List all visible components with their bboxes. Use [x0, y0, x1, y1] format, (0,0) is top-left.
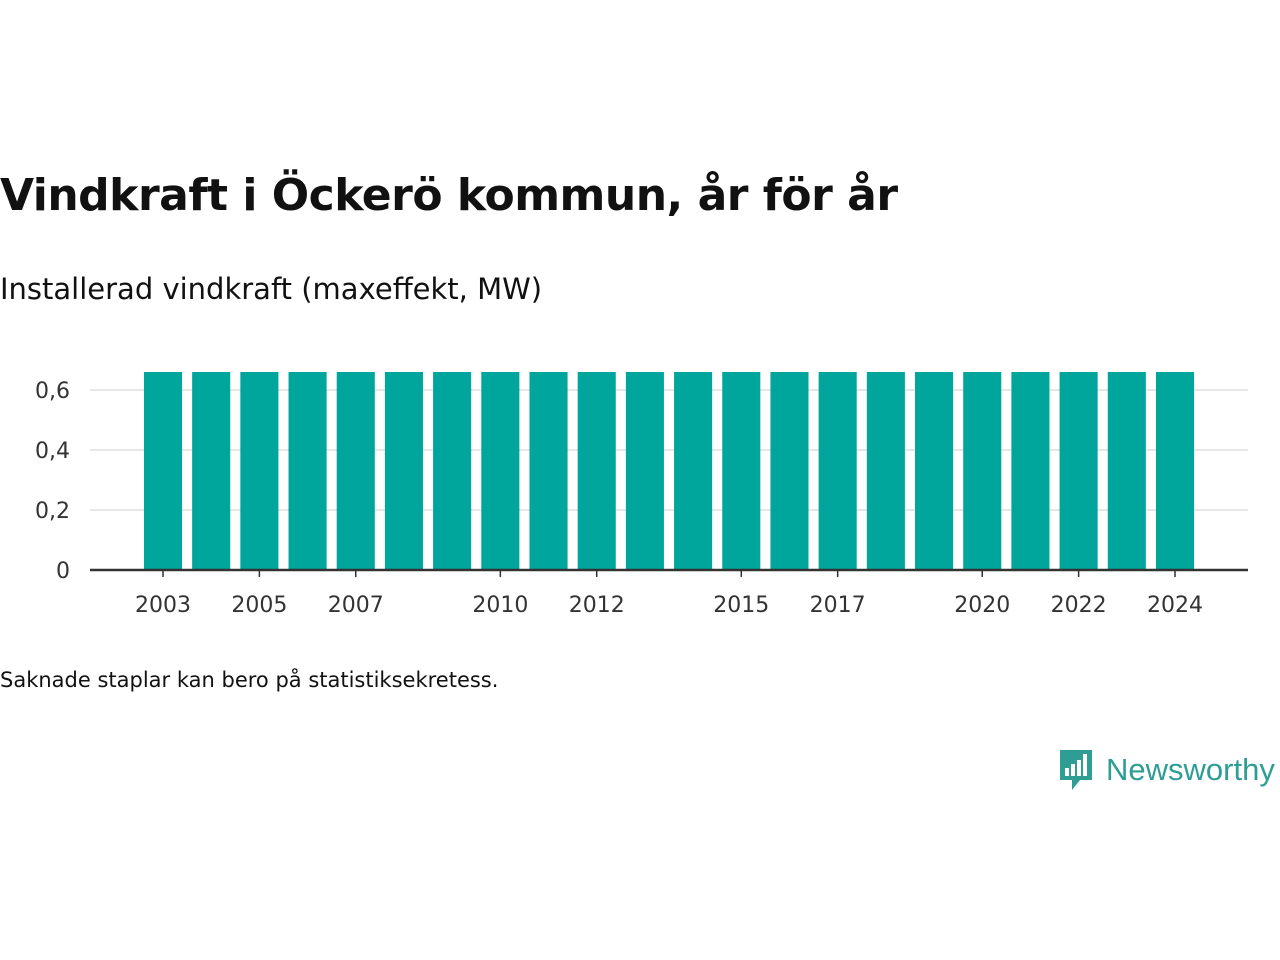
x-tick-label: 2012	[569, 593, 625, 618]
bar-2006	[288, 372, 327, 570]
bar-2017	[818, 372, 857, 570]
y-tick-label: 0,4	[35, 439, 70, 464]
x-tick-label: 2007	[328, 593, 384, 618]
bar-2016	[770, 372, 809, 570]
x-tick-label: 2003	[135, 593, 191, 618]
newsworthy-logo-icon	[1060, 750, 1092, 790]
bar-2022	[1059, 372, 1098, 570]
y-tick-label: 0,2	[35, 499, 70, 524]
bar-2011	[529, 372, 568, 570]
gridlines	[90, 389, 1248, 511]
bar-2005	[240, 372, 279, 570]
x-tick-label: 2024	[1147, 593, 1203, 618]
bar-chart: 00,20,40,6 2003 2005 2007 2010 2012 2015 2017 2…	[35, 372, 1248, 618]
bar-2010	[481, 372, 520, 570]
x-tick-label: 2020	[954, 593, 1010, 618]
bar-2004	[192, 372, 231, 570]
bars	[143, 372, 1195, 570]
bar-2020	[963, 372, 1002, 570]
x-tick-label: 2015	[713, 593, 769, 618]
chart-subtitle: Installerad vindkraft (maxeffekt, MW)	[0, 272, 543, 306]
bar-2009	[433, 372, 472, 570]
bar-2018	[866, 372, 905, 570]
bar-2007	[336, 372, 375, 570]
brand-name: Newsworthy	[1106, 752, 1275, 787]
y-tick-label: 0	[56, 559, 70, 584]
bar-2012	[577, 372, 616, 570]
y-axis-ticks: 0 0,2 0,4 0,6	[35, 379, 70, 584]
bar-2013	[625, 372, 664, 570]
bar-2021	[1011, 372, 1050, 570]
bar-2003	[143, 372, 183, 570]
brand: Newsworthy	[1058, 748, 1275, 792]
bar-2019	[915, 372, 954, 570]
bar-2008	[384, 372, 423, 570]
chart-title: Vindkraft i Öckerö kommun, år för år	[0, 170, 898, 221]
footnote: Saknade staplar kan bero på statistiksek…	[0, 668, 499, 692]
bar-2015	[722, 372, 761, 570]
bar-2023	[1107, 372, 1146, 570]
bar-2014	[674, 372, 713, 570]
x-tick-label: 2017	[810, 593, 866, 618]
bar-2024	[1155, 372, 1195, 570]
x-axis-ticks: 2003 2005 2007 2010 2012 2015 2017 2020 2022 2024	[135, 570, 1203, 618]
x-tick-label: 2005	[231, 593, 287, 618]
x-tick-label: 2010	[472, 593, 528, 618]
y-tick-label: 0,6	[35, 379, 70, 404]
x-tick-label: 2022	[1051, 593, 1107, 618]
